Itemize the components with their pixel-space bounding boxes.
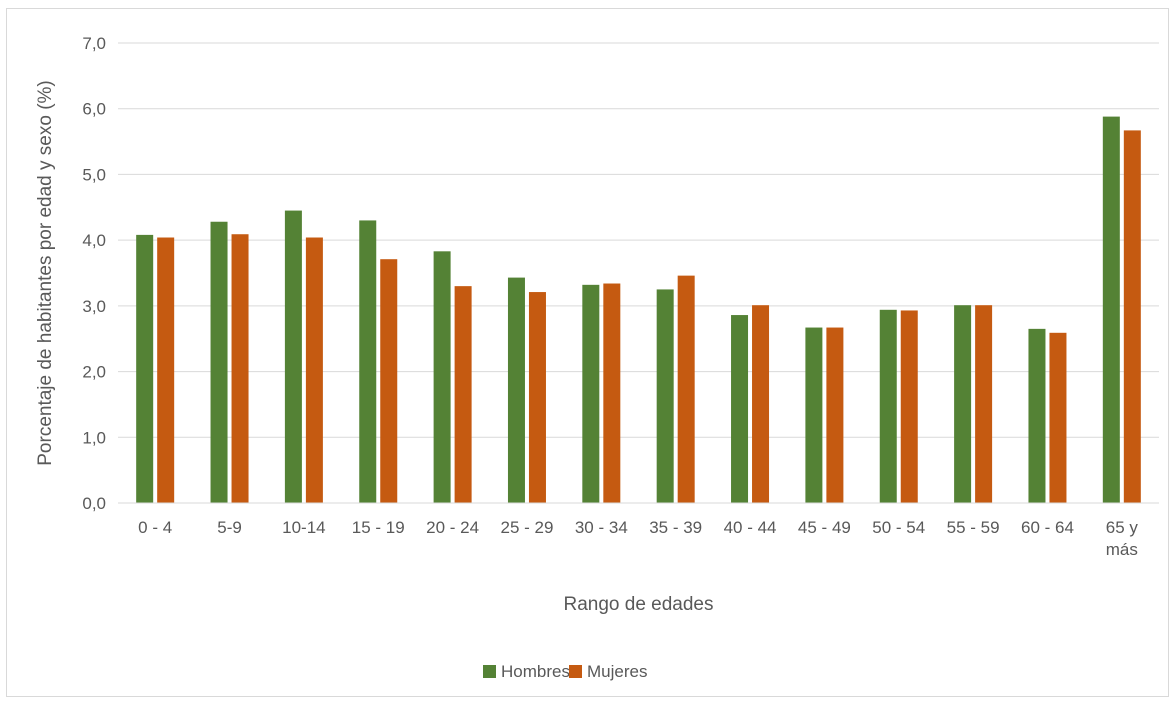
bar-mujeres [305, 237, 323, 503]
bar-hombres [359, 220, 377, 503]
x-axis-ticks: 0 - 4 5-9 10-14 15 - 19 20 - 24 25 - 29 30 - 3… [138, 518, 1138, 559]
bar-hombres [1028, 328, 1046, 503]
bar-mujeres [454, 286, 472, 503]
y-axis-ticks: 0,0 1,0 2,0 3,0 4,0 5,0 6,0 7,0 [82, 34, 106, 513]
x-tick-label: 35 - 39 [649, 518, 702, 537]
bar-mujeres [826, 327, 844, 503]
y-tick-label: 7,0 [82, 34, 106, 53]
x-tick-label: 25 - 29 [500, 518, 553, 537]
bar-hombres [136, 234, 154, 503]
bar-mujeres [528, 292, 546, 503]
y-tick-label: 4,0 [82, 231, 106, 250]
x-tick-label: 40 - 44 [724, 518, 777, 537]
bar-mujeres [603, 283, 621, 503]
bar-hombres [954, 305, 972, 503]
bar-mujeres [1049, 332, 1067, 503]
bar-mujeres [231, 234, 249, 503]
bar-mujeres [1123, 130, 1141, 503]
legend-label-hombres: Hombres [501, 662, 570, 681]
bar-hombres [210, 221, 228, 503]
bar-mujeres [157, 237, 175, 503]
bar-hombres [582, 284, 600, 503]
bar-mujeres [752, 305, 770, 503]
y-tick-label: 6,0 [82, 100, 106, 119]
bar-hombres [805, 327, 823, 503]
x-tick-label: 0 - 4 [138, 518, 172, 537]
x-tick-label: 20 - 24 [426, 518, 479, 537]
y-axis-title: Porcentaje de habitantes por edad y sexo… [35, 80, 56, 466]
x-tick-label: 5-9 [217, 518, 242, 537]
bar-hombres [1102, 116, 1120, 503]
bar-hombres [284, 210, 302, 504]
legend: Hombres Mujeres [483, 662, 647, 681]
y-tick-label: 3,0 [82, 297, 106, 316]
gridlines [118, 42, 1159, 438]
bar-hombres [507, 277, 525, 503]
x-tick-label: 45 - 49 [798, 518, 851, 537]
y-tick-label: 5,0 [82, 165, 106, 184]
y-tick-label: 0,0 [82, 494, 106, 513]
y-tick-label: 1,0 [82, 428, 106, 447]
bar-hombres [731, 315, 749, 503]
legend-swatch-hombres [483, 665, 496, 678]
x-tick-label: 10-14 [282, 518, 325, 537]
bar-mujeres [380, 259, 398, 503]
bar-hombres [879, 309, 897, 503]
legend-label-mujeres: Mujeres [587, 662, 647, 681]
chart-area: 0,0 1,0 2,0 3,0 4,0 5,0 6,0 7,0 0 - 4 5-9 10-14 15… [6, 8, 1169, 697]
bar-hombres [433, 251, 451, 503]
bar-mujeres [900, 310, 918, 503]
x-tick-label: 60 - 64 [1021, 518, 1074, 537]
x-tick-label: 15 - 19 [352, 518, 405, 537]
legend-swatch-mujeres [569, 665, 582, 678]
y-tick-label: 2,0 [82, 363, 106, 382]
x-tick-label: 65 y más [1106, 518, 1139, 559]
bar-chart: 0,0 1,0 2,0 3,0 4,0 5,0 6,0 7,0 0 - 4 5-9 10-14 15… [35, 34, 1159, 681]
bar-mujeres [975, 305, 993, 503]
bar-mujeres [677, 275, 695, 503]
x-tick-label: 30 - 34 [575, 518, 628, 537]
x-tick-label: 55 - 59 [947, 518, 1000, 537]
x-axis-title: Rango de edades [563, 594, 713, 615]
bars [136, 116, 1141, 504]
x-tick-label: 50 - 54 [872, 518, 925, 537]
bar-hombres [656, 289, 674, 503]
